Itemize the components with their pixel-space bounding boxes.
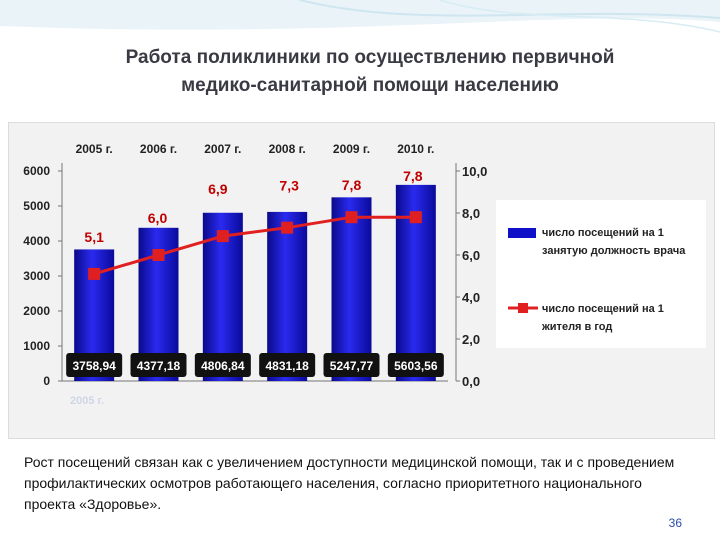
category-label: 2007 г. [204, 142, 241, 156]
line-value-label: 5,1 [84, 229, 104, 245]
legend-line-label-line2: жителя в год [541, 321, 612, 333]
category-label: 2005 г. [76, 142, 113, 156]
bar-value-label: 5603,56 [394, 359, 438, 373]
y-right-tick-label: 8,0 [462, 206, 480, 221]
line-value-label: 6,0 [148, 210, 168, 226]
legend-box [496, 200, 706, 348]
bar-value-box [323, 353, 380, 377]
bar-value-box [66, 353, 123, 377]
bar-value-label: 5247,77 [330, 359, 374, 373]
slide-title: Работа поликлиники по осуществлению перв… [60, 44, 680, 100]
page-number: 36 [668, 516, 682, 530]
line-marker [409, 211, 422, 224]
y-left-tick-label: 2000 [23, 304, 50, 318]
category-label: 2009 г. [333, 142, 370, 156]
line-marker [345, 211, 358, 224]
y-left-tick-label: 3000 [23, 269, 50, 283]
bar [267, 211, 308, 381]
bar-series [74, 184, 436, 381]
axes: 0 1000 2000 3000 4000 5000 6000 0,0 2,0 4,0 6,0 8,0… [23, 142, 487, 389]
legend-bar-label-line2: занятую должность врача [542, 245, 686, 257]
legend-line-marker [518, 303, 528, 313]
data-labels: 3758,94 4377,18 4806,84 4831,18 5247,77 5603,… [66, 168, 444, 377]
bar-value-label: 4831,18 [265, 359, 309, 373]
bar [331, 197, 372, 381]
bar-value-box [194, 353, 251, 377]
bar-value-label: 3758,94 [72, 359, 116, 373]
bar-value-label: 4377,18 [137, 359, 181, 373]
y-right-tick-label: 4,0 [462, 290, 480, 305]
category-label: 2008 г. [269, 142, 306, 156]
title-line-1: Работа поликлиники по осуществлению перв… [125, 47, 615, 68]
category-label: 2006 г. [140, 142, 177, 156]
y-right-tick-label: 10,0 [462, 164, 487, 179]
legend-bar-label-line1: число посещений на 1 [542, 227, 664, 239]
line-value-label: 7,3 [279, 178, 299, 194]
caption-text: Рост посещений связан как с увеличением … [24, 454, 675, 512]
line-value-label: 7,8 [342, 177, 362, 193]
legend-line-label-line1: число посещений на 1 [542, 303, 664, 315]
y-left-tick-label: 0 [43, 374, 50, 388]
y-right-tick-label: 6,0 [462, 248, 480, 263]
bar-value-box [130, 353, 187, 377]
legend: число посещений на 1 занятую должность вр… [496, 200, 706, 348]
title-line-2: медико-санитарной помощи населению [181, 75, 559, 96]
line-marker [152, 249, 165, 261]
bar-value-label: 4806,84 [201, 359, 245, 373]
watermark: 2005 г. [70, 395, 105, 407]
y-right-tick-label: 2,0 [462, 332, 480, 347]
line-marker [88, 267, 101, 280]
legend-bar-swatch [508, 228, 536, 238]
bar-value-box [259, 353, 316, 377]
bar-value-box [387, 353, 444, 377]
line-series [88, 211, 422, 280]
line-marker [281, 221, 294, 234]
y-left-tick-label: 5000 [23, 199, 50, 213]
category-label: 2010 г. [397, 142, 434, 156]
header-decoration [0, 0, 720, 33]
line-value-label: 6,9 [208, 181, 228, 197]
y-left-tick-label: 1000 [23, 339, 50, 353]
line-value-label: 7,8 [403, 168, 423, 184]
y-left-tick-label: 4000 [23, 234, 50, 248]
line-marker [216, 230, 229, 243]
y-left-tick-label: 6000 [23, 164, 50, 178]
line-path [93, 215, 416, 276]
y-right-tick-label: 0,0 [462, 374, 480, 389]
